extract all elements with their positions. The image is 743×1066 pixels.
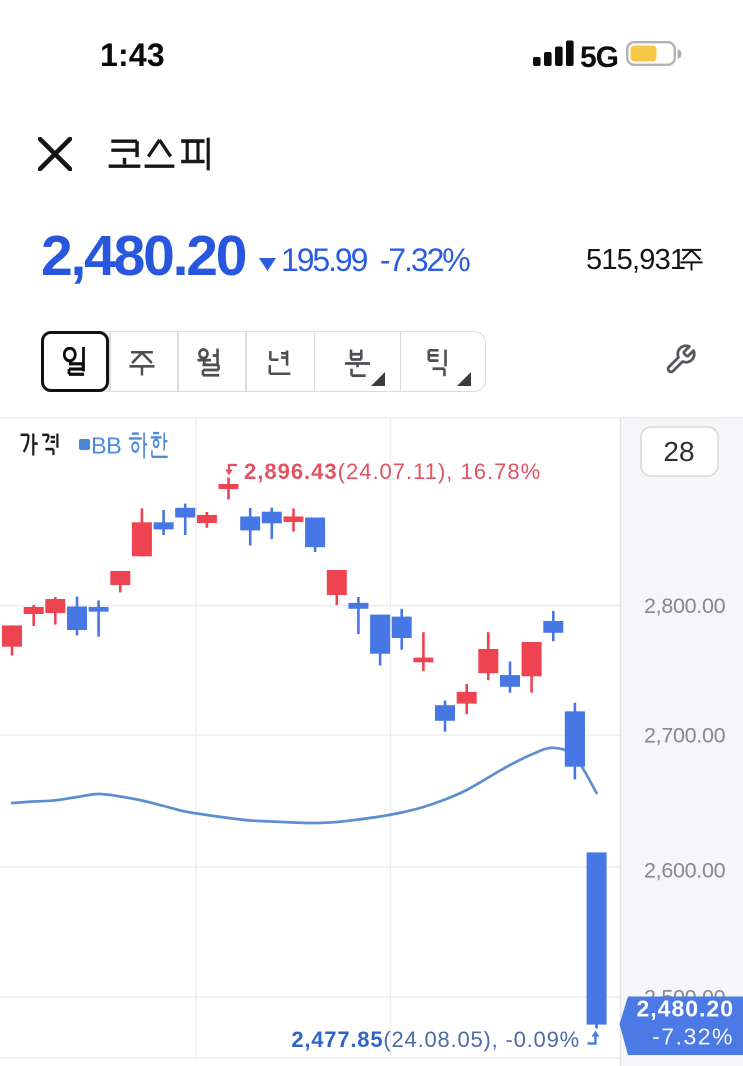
svg-text:2,477.85(24.08.05), -0.09%: 2,477.85(24.08.05), -0.09% bbox=[291, 1027, 580, 1052]
svg-text:2,480.20: 2,480.20 bbox=[636, 996, 734, 1022]
svg-text:-7.32%: -7.32% bbox=[652, 1024, 734, 1050]
svg-text:BB: BB bbox=[91, 433, 121, 459]
svg-text:2,700.00: 2,700.00 bbox=[644, 724, 726, 748]
svg-text:2,800.00: 2,800.00 bbox=[644, 594, 726, 618]
svg-text:2,896.43(24.07.11), 16.78%: 2,896.43(24.07.11), 16.78% bbox=[244, 459, 541, 484]
svg-text:2,600.00: 2,600.00 bbox=[644, 859, 726, 883]
svg-text:28: 28 bbox=[663, 436, 694, 467]
